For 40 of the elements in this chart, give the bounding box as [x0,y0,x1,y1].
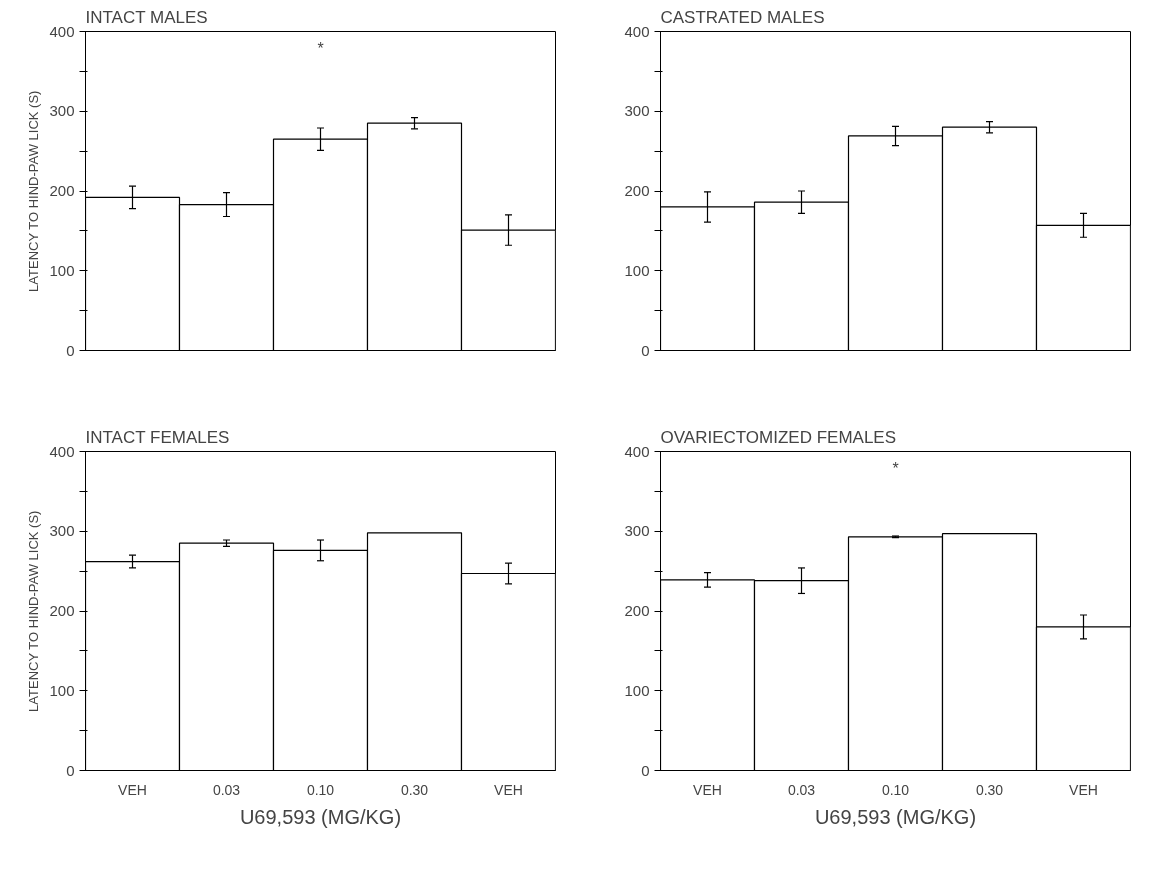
x-tick-label: VEH [693,781,722,798]
y-axis-title: LATENCY TO HIND-PAW LICK (S) [26,90,42,292]
annotation: * [892,460,899,478]
y-tick-label: 200 [49,602,75,619]
y-tick-label: 200 [624,602,650,619]
x-tick-label: VEH [1069,781,1098,798]
y-tick-label: 0 [66,341,75,359]
y-tick-label: 400 [49,442,75,460]
x-tick-label: 0.03 [787,781,816,798]
y-tick-label: 400 [49,22,75,40]
chart-title: CASTRATED MALES [660,7,825,27]
y-tick-label: 300 [624,522,650,540]
x-tick-label: 0.10 [881,781,910,798]
chart-title: INTACT FEMALES [85,427,230,447]
x-tick-label: 0.30 [975,781,1004,798]
x-tick-label: VEH [118,781,147,798]
y-tick-label: 200 [49,182,75,199]
y-tick-label: 300 [49,102,75,120]
y-tick-label: 100 [49,681,75,699]
x-tick-label: 0.10 [306,781,335,798]
y-tick-label: 300 [49,522,75,540]
y-tick-label: 0 [66,761,75,779]
x-axis-title: U69,593 (MG/KG) [814,805,977,828]
y-tick-label: 100 [49,261,75,279]
y-tick-label: 0 [641,761,650,779]
y-axis-title: LATENCY TO HIND-PAW LICK (S) [26,510,42,712]
y-tick-label: 100 [624,681,650,699]
annotation: * [317,40,324,58]
chart-title: INTACT MALES [85,7,208,27]
y-tick-label: 300 [624,102,650,120]
y-tick-label: 400 [624,22,650,40]
x-tick-label: 0.03 [212,781,241,798]
x-tick-label: 0.30 [400,781,429,798]
y-tick-label: 200 [624,182,650,199]
y-tick-label: 100 [624,261,650,279]
x-axis-title: U69,593 (MG/KG) [239,805,402,828]
y-tick-label: 400 [624,442,650,460]
x-tick-label: VEH [494,781,523,798]
chart-title: OVARIECTOMIZED FEMALES [660,427,897,447]
y-tick-label: 0 [641,341,650,359]
